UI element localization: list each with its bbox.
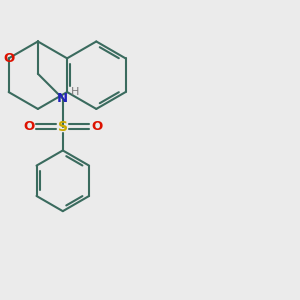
- Text: O: O: [3, 52, 14, 65]
- Text: H: H: [71, 87, 79, 97]
- Text: O: O: [91, 120, 102, 133]
- Text: S: S: [58, 119, 68, 134]
- Text: O: O: [23, 120, 35, 133]
- Text: N: N: [57, 92, 68, 105]
